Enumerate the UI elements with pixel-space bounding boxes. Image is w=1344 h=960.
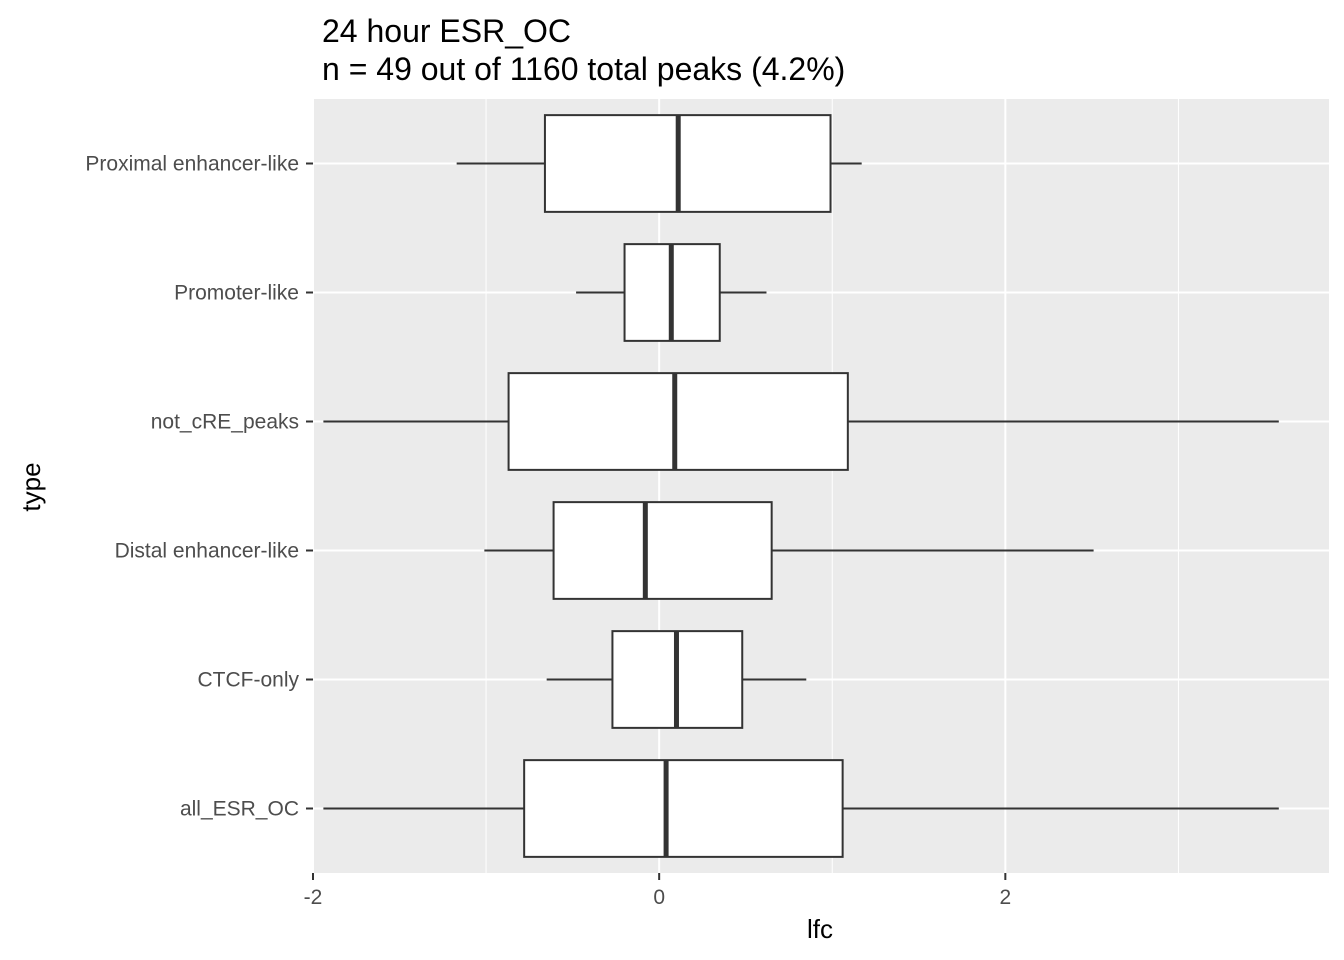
y-tick-label: Distal enhancer-like (115, 540, 299, 563)
box-ctcf-only (546, 630, 807, 729)
chart-title: 24 hour ESR_OC (322, 13, 571, 49)
chart-subtitle: n = 49 out of 1160 total peaks (4.2%) (322, 51, 845, 87)
plot-panel (313, 99, 1329, 873)
box-distal-enhancer-like (484, 501, 1094, 600)
y-tick-label: CTCF-only (197, 669, 299, 692)
box-iqr (523, 759, 844, 858)
y-axis-title: type (16, 462, 46, 511)
y-axis: Proximal enhancer-like Promoter-like not_c… (85, 153, 313, 821)
box-all-esr-oc (323, 759, 1279, 858)
box-iqr (552, 501, 773, 600)
box-iqr (543, 114, 832, 213)
x-axis-title: lfc (807, 914, 833, 944)
y-tick-label: Promoter-like (174, 282, 299, 305)
box-iqr (507, 372, 849, 471)
x-tick-label: 0 (653, 886, 665, 909)
y-tick-label: Proximal enhancer-like (85, 153, 299, 176)
x-tick-label: 2 (999, 886, 1011, 909)
box-promoter-like (576, 243, 767, 342)
x-axis: -2 0 2 (304, 873, 1011, 909)
x-tick-label: -2 (304, 886, 323, 909)
box-series (323, 114, 1279, 858)
y-tick-label: not_cRE_peaks (151, 411, 299, 434)
y-tick-label: all_ESR_OC (180, 798, 299, 821)
box-proximal-enhancer-like (456, 114, 862, 213)
box-not-cre-peaks (323, 372, 1279, 471)
